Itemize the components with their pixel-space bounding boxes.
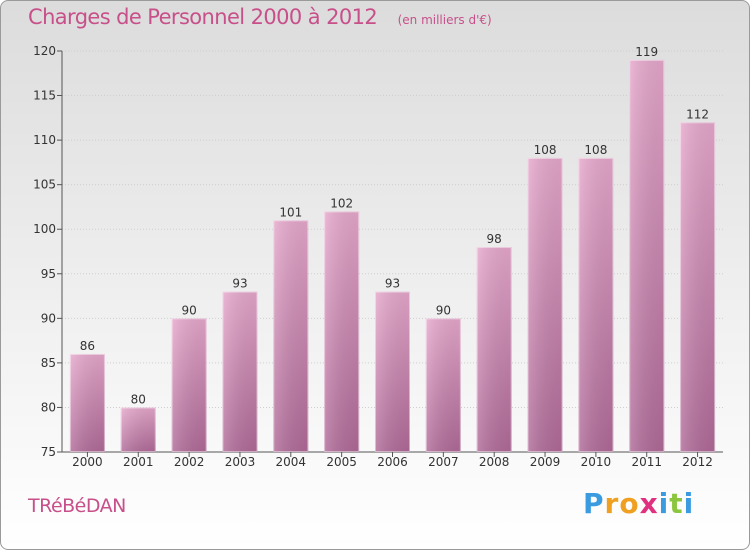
- chart-title: Charges de Personnel 2000 à 2012: [28, 5, 378, 29]
- bar-shade: [222, 291, 258, 452]
- x-tick-label: 2007: [428, 455, 459, 469]
- y-tick-label: 75: [41, 445, 56, 459]
- bar-highlight: [273, 220, 309, 452]
- x-tick-label: 2011: [631, 455, 662, 469]
- bar-shade: [120, 407, 156, 452]
- y-tick-label: 115: [33, 89, 56, 103]
- data-label: 98: [487, 232, 502, 246]
- label-layer: 86 80 90 93 101 102 93 90 98 108 108 119 112: [80, 45, 709, 407]
- title-row: Charges de Personnel 2000 à 2012 (en mil…: [28, 5, 492, 29]
- y-tick-label: 120: [33, 44, 56, 58]
- bar-shade: [680, 122, 716, 453]
- bar-highlight: [375, 291, 410, 452]
- logo-letter: o: [619, 487, 640, 520]
- x-tick-label: 2002: [174, 455, 205, 469]
- bar-highlight: [476, 247, 512, 452]
- x-tick-label: 2008: [479, 455, 510, 469]
- y-tick-label: 80: [41, 400, 56, 414]
- x-tick-label: 2009: [530, 455, 561, 469]
- logo-letter: t: [669, 487, 684, 520]
- chart-subtitle: (en milliers d'€): [397, 13, 492, 27]
- bar-shade: [375, 291, 410, 452]
- bar-highlight: [324, 211, 360, 452]
- bar-layer: [69, 59, 716, 453]
- data-label: 90: [181, 303, 196, 317]
- logo-letter: P: [583, 487, 605, 520]
- bar-highlight: [120, 407, 156, 453]
- y-tick-label: 105: [33, 178, 56, 192]
- axis-layer: 75 80 85 90 95 100 105 110 115 120 2000 2001 2002 200…: [33, 44, 723, 469]
- y-tick-label: 90: [41, 311, 56, 325]
- data-label: 86: [80, 339, 95, 353]
- data-label: 112: [686, 107, 709, 121]
- data-label: 108: [584, 143, 607, 157]
- proxiti-logo: Proxiti: [583, 487, 694, 520]
- bar-shade: [324, 211, 360, 452]
- data-label: 80: [131, 392, 146, 406]
- bar-shade: [69, 353, 105, 452]
- bar-highlight: [527, 157, 563, 453]
- logo-letter: r: [604, 487, 620, 520]
- x-tick-label: 2004: [276, 455, 307, 469]
- logo-letter: x: [639, 487, 659, 520]
- logo-letter: i: [658, 487, 670, 520]
- data-label: 90: [436, 303, 451, 317]
- bar-shade: [629, 59, 665, 453]
- data-label: 101: [279, 205, 302, 219]
- bar-highlight: [578, 157, 614, 453]
- y-tick-label: 110: [33, 133, 56, 147]
- bar-highlight: [171, 318, 207, 453]
- bar-highlight: [680, 122, 716, 453]
- bar-shade: [273, 220, 309, 452]
- bar-shade: [527, 157, 563, 452]
- bar-highlight: [69, 353, 105, 453]
- x-tick-label: 2006: [377, 455, 408, 469]
- x-tick-label: 2005: [326, 455, 357, 469]
- logo-letter: i: [683, 487, 695, 520]
- bar-shade: [476, 247, 512, 452]
- data-label: 93: [232, 277, 247, 291]
- bar-highlight: [629, 59, 665, 453]
- bar-highlight: [425, 318, 461, 453]
- data-label: 108: [534, 143, 557, 157]
- x-tick-label: 2010: [581, 455, 612, 469]
- x-tick-label: 2000: [72, 455, 103, 469]
- bar-shade: [425, 318, 461, 452]
- x-tick-label: 2012: [682, 455, 713, 469]
- y-tick-label: 95: [41, 267, 56, 281]
- bar-shade: [171, 318, 207, 452]
- bar-shade: [578, 157, 614, 452]
- data-label: 102: [330, 196, 353, 210]
- x-tick-label: 2003: [225, 455, 256, 469]
- bar-highlight: [222, 291, 258, 452]
- y-tick-label: 85: [41, 356, 56, 370]
- data-label: 119: [635, 45, 658, 59]
- x-tick-label: 2001: [123, 455, 154, 469]
- commune-name: TRéBéDAN: [28, 495, 126, 517]
- y-tick-label: 100: [33, 222, 56, 236]
- data-label: 93: [385, 277, 400, 291]
